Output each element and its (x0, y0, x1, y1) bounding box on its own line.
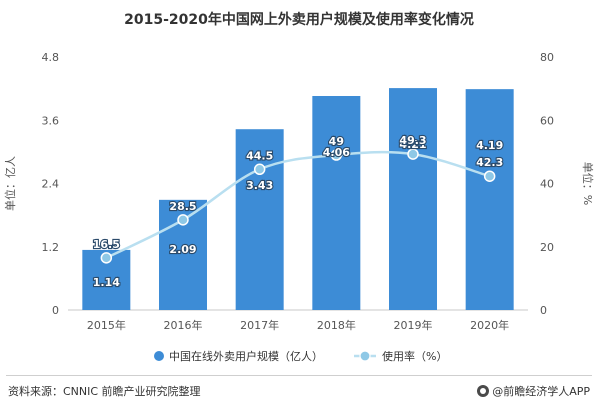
bar (389, 88, 437, 310)
axes-layer: 0 1.2 2.4 3.6 4.8 0 20 40 60 80 单位：亿人 单位：% 2015年 2016… (3, 51, 595, 332)
bar-value-label: 4.06 (323, 146, 350, 159)
bar-value-label: 3.43 (246, 179, 273, 192)
line-point (483, 170, 496, 182)
line-point (407, 148, 419, 160)
y-left-tick-label: 2.4 (42, 178, 60, 191)
chart-title: 2015-2020年中国网上外卖用户规模及使用率变化情况 (124, 12, 474, 28)
legend-layer: 中国在线外卖用户规模（亿人） 使用率（%） (154, 349, 447, 363)
y-right-axis-title: 单位：% (581, 162, 595, 205)
x-tick-label: 2016年 (164, 318, 203, 332)
bar-value-label: 4.21 (399, 138, 426, 151)
bar (312, 96, 361, 310)
labels-layer: 1.14 2.09 3.43 4.06 4.21 4.19 16.5 28.5 44.5 49 49… (92, 133, 505, 290)
y-left-tick-label: 3.6 (42, 114, 60, 127)
line-point (100, 252, 113, 264)
y-left-tick-label: 4.8 (42, 51, 60, 64)
y-right-tick-label: 40 (540, 178, 554, 191)
x-tick-label: 2015年 (87, 318, 126, 332)
line-point (330, 149, 343, 161)
y-left-axis-title: 单位：亿人 (3, 156, 17, 211)
y-right-tick-label: 0 (540, 304, 547, 317)
legend-bar-label: 中国在线外卖用户规模（亿人） (169, 349, 323, 363)
source-note: 资料来源：CNNIC 前瞻产业研究院整理 (8, 385, 201, 398)
legend-bar-swatch (154, 351, 164, 361)
bar-value-label: 1.14 (93, 276, 120, 289)
line-value-label: 42.3 (476, 156, 503, 169)
x-tick-label: 2019年 (394, 318, 433, 332)
line-point (253, 163, 266, 176)
line-value-label: 49 (329, 135, 344, 148)
x-tick-label: 2020年 (470, 318, 509, 332)
line-value-label: 49.3 (399, 134, 426, 147)
line-value-label: 44.5 (246, 149, 273, 162)
y-left-tick-label: 1.2 (42, 241, 60, 254)
brand-logo-icon (477, 385, 490, 397)
line-value-label: 28.5 (169, 200, 196, 213)
line-value-label: 16.5 (93, 238, 120, 251)
bar-value-label: 4.19 (476, 139, 503, 152)
bar (235, 129, 284, 310)
y-right-tick-label: 20 (540, 241, 554, 254)
y-left-tick-label: 0 (52, 304, 59, 317)
footer-divider (6, 375, 592, 376)
line-layer (100, 148, 496, 264)
bar (465, 89, 514, 310)
x-tick-label: 2018年 (317, 318, 356, 332)
y-right-tick-label: 80 (540, 51, 554, 64)
legend-line-marker (359, 350, 371, 362)
brand-credit: @前瞻经济学人APP (477, 383, 590, 399)
brand-label: @前瞻经济学人APP (492, 385, 590, 398)
bars-layer (82, 88, 514, 310)
legend-line-label: 使用率（%） (382, 349, 447, 363)
x-tick-label: 2017年 (240, 318, 279, 332)
bar-value-label: 2.09 (169, 243, 196, 256)
line-point (177, 214, 189, 226)
y-right-tick-label: 60 (540, 114, 554, 127)
